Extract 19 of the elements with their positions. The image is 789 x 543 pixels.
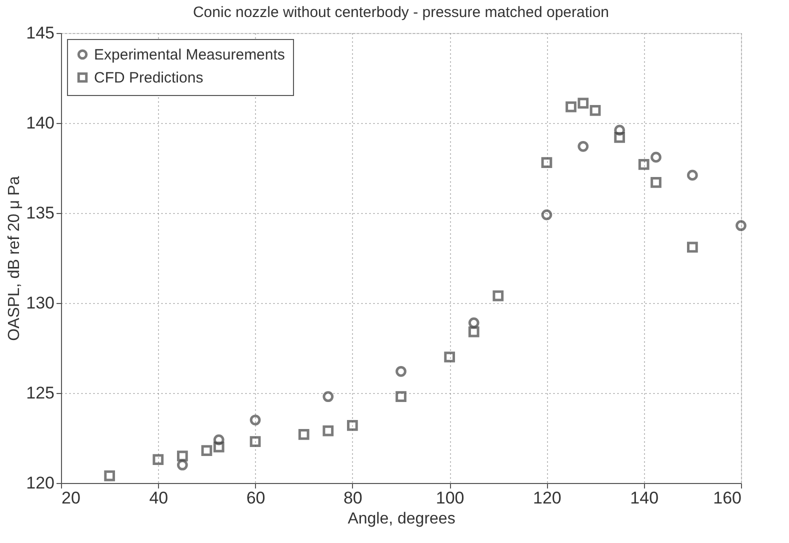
y-tick-label: 145 [26, 24, 54, 42]
y-tick-label: 130 [26, 294, 54, 312]
x-tick-label: 160 [713, 488, 742, 508]
chart-title: Conic nozzle without centerbody - pressure matched operation [192, 4, 610, 21]
x-tick-label: 120 [533, 488, 562, 508]
y-tick-label: 140 [26, 114, 54, 132]
x-tick-label: 40 [149, 488, 168, 508]
y-axis-title: OASPL, dB ref 20 μ Pa [6, 176, 24, 341]
legend-label: CFD Predictions [94, 70, 204, 86]
legend-label: Experimental Measurements [94, 46, 285, 64]
x-axis-title: Angle, degrees [348, 510, 456, 528]
y-tick-label: 125 [26, 384, 54, 402]
y-tick-label: 120 [26, 474, 54, 492]
x-tick-label: 20 [62, 488, 80, 508]
x-tick-label: 140 [630, 488, 659, 508]
x-tick-label: 80 [343, 488, 362, 508]
x-tick-label: 100 [436, 488, 464, 508]
x-tick-label: 60 [246, 488, 266, 508]
y-tick-label: 135 [26, 204, 54, 222]
